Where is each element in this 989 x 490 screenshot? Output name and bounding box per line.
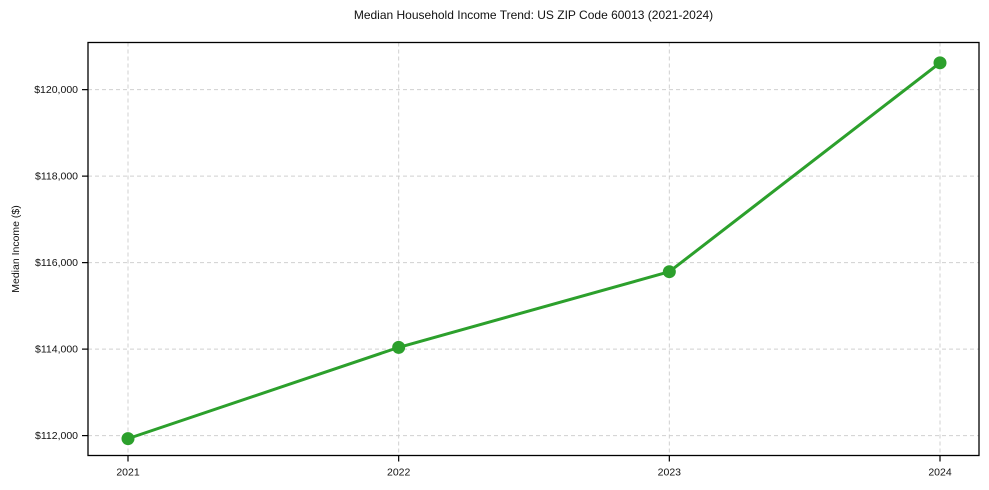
y-tick-label: $120,000 xyxy=(34,84,78,96)
y-tick-label: $116,000 xyxy=(35,257,78,269)
data-point-2022 xyxy=(392,340,406,354)
chart-title: Median Household Income Trend: US ZIP Co… xyxy=(353,8,714,22)
trend-line xyxy=(126,61,942,441)
x-tick-label: 2023 xyxy=(658,467,682,479)
y-tick-label: $112,000 xyxy=(35,430,78,442)
x-tick-label: 2021 xyxy=(116,467,140,479)
x-tick-label: 2024 xyxy=(928,467,952,479)
plot-border xyxy=(87,41,980,457)
y-tick-label: $118,000 xyxy=(35,171,78,183)
y-axis-label: Median Income ($) xyxy=(10,205,22,293)
data-point-2021 xyxy=(121,432,135,446)
data-point-2023 xyxy=(662,265,676,279)
x-tick-label: 2022 xyxy=(387,467,411,479)
y-tick-label: $114,000 xyxy=(35,344,78,356)
data-point-2024 xyxy=(933,56,947,70)
